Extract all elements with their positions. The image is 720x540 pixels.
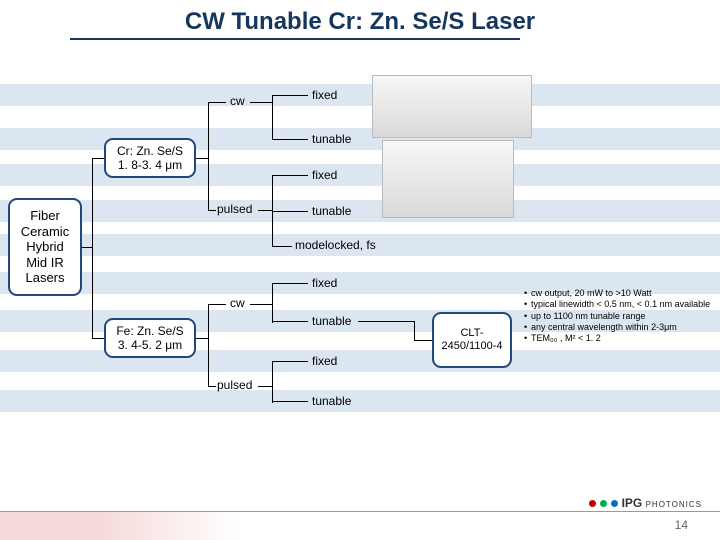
conn <box>272 321 308 322</box>
conn <box>258 386 272 387</box>
material-fe-box: Fe: Zn. Se/S 3. 4-5. 2 μm <box>104 318 196 358</box>
bullet-1: cw output, 20 mW to >10 Watt <box>524 288 712 299</box>
leaf-fixed-2: fixed <box>312 168 337 182</box>
conn <box>208 102 226 103</box>
title-underline <box>70 38 520 40</box>
leaf-fixed-1: fixed <box>312 88 337 102</box>
leaf-fixed-4: fixed <box>312 354 337 368</box>
conn <box>92 158 104 159</box>
conn <box>272 139 308 140</box>
leaf-tunable-1: tunable <box>312 132 351 146</box>
material-cr-box: Cr: Zn. Se/S 1. 8-3. 4 μm <box>104 138 196 178</box>
logo-text: IPG PHOTONICS <box>622 496 702 510</box>
bullet-list: cw output, 20 mW to >10 Watt typical lin… <box>524 288 712 344</box>
bullet-5: TEM₀₀ , M² < 1. 2 <box>524 333 712 344</box>
conn <box>272 401 308 402</box>
stripe <box>0 84 720 106</box>
conn <box>358 321 414 322</box>
bullet-3: up to 1100 nm tunable range <box>524 311 712 322</box>
conn <box>208 210 216 211</box>
conn <box>258 210 272 211</box>
conn <box>272 246 292 247</box>
logo: IPG PHOTONICS <box>589 496 702 510</box>
conn <box>272 95 273 140</box>
product-image-1 <box>372 75 532 138</box>
leaf-tunable-4: tunable <box>312 394 351 408</box>
mode-pulsed-2: pulsed <box>217 378 252 392</box>
leaf-fixed-3: fixed <box>312 276 337 290</box>
bullet-4: any central wavelength within 2-3μm <box>524 322 712 333</box>
page-number: 14 <box>675 518 688 532</box>
footer-accent <box>0 512 240 540</box>
root-box: Fiber Ceramic Hybrid Mid IR Lasers <box>8 198 82 296</box>
page-title: CW Tunable Cr: Zn. Se/S Laser <box>0 8 720 36</box>
leaf-modelocked: modelocked, fs <box>295 238 376 252</box>
conn <box>208 102 209 210</box>
stripe <box>0 390 720 412</box>
clt-box: CLT-2450/1100-4 <box>432 312 512 368</box>
conn <box>272 283 273 323</box>
logo-dot-2 <box>600 500 607 507</box>
bullet-2: typical linewidth < 0.5 nm, < 0.1 nm ava… <box>524 299 712 310</box>
conn <box>250 102 272 103</box>
conn <box>208 386 216 387</box>
conn <box>272 361 308 362</box>
mode-cw-2: cw <box>230 296 245 310</box>
conn <box>272 361 273 403</box>
root-l5: Lasers <box>21 270 69 286</box>
conn <box>414 340 432 341</box>
conn <box>208 304 226 305</box>
conn <box>208 304 209 386</box>
conn <box>272 175 308 176</box>
product-image-2 <box>382 140 514 218</box>
conn <box>92 338 104 339</box>
root-l4: Mid IR <box>21 255 69 271</box>
logo-dot-1 <box>589 500 596 507</box>
logo-dot-3 <box>611 500 618 507</box>
leaf-tunable-3: tunable <box>312 314 351 328</box>
conn <box>272 95 308 96</box>
conn <box>414 321 415 341</box>
root-l2: Ceramic <box>21 224 69 240</box>
root-l1: Fiber <box>21 208 69 224</box>
stripe <box>0 200 720 222</box>
conn <box>196 338 208 339</box>
mode-pulsed-1: pulsed <box>217 202 252 216</box>
conn <box>82 247 92 248</box>
conn <box>250 304 272 305</box>
conn <box>272 211 308 212</box>
root-l3: Hybrid <box>21 239 69 255</box>
leaf-tunable-2: tunable <box>312 204 351 218</box>
conn <box>196 158 208 159</box>
conn <box>92 158 93 338</box>
conn <box>272 283 308 284</box>
mode-cw-1: cw <box>230 94 245 108</box>
